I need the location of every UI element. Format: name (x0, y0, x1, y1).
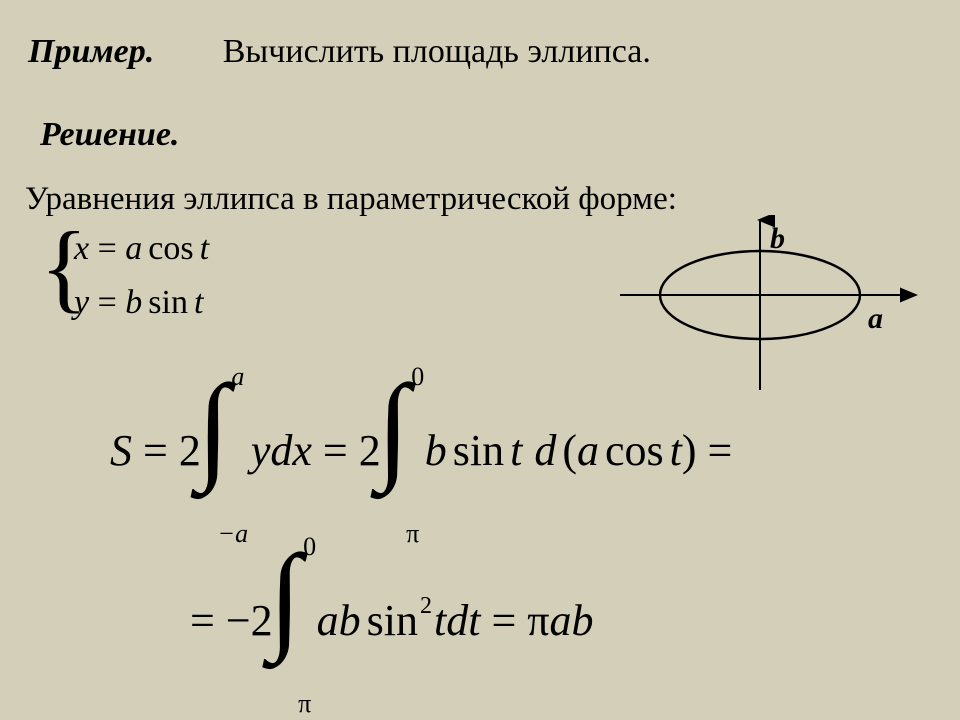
var-d: d (534, 426, 556, 475)
var-ab: ab (317, 596, 361, 645)
var-b: b (125, 284, 142, 321)
var-tdt: tdt (434, 596, 480, 645)
var-t: t (510, 426, 522, 475)
var-y: y (74, 284, 89, 321)
problem-statement: Вычислить площадь эллипса. (223, 33, 651, 70)
equals: = (480, 596, 527, 645)
ellipse-diagram: b a (610, 215, 930, 405)
rparen: ) (682, 426, 697, 475)
integral-3: 0 ∫ π (275, 565, 315, 685)
formula-line-2: = −2 0 ∫ π absin2tdt = πab (190, 565, 594, 685)
equals: = (89, 284, 125, 321)
int1-lower: −a (213, 518, 253, 549)
var-ab-result: ab (550, 596, 594, 645)
var-s: S (110, 426, 132, 475)
fn-cos: cos (148, 230, 193, 267)
equals: = (132, 426, 179, 475)
pi: π (527, 596, 549, 645)
diagram-label-a: a (868, 301, 883, 337)
formula-line-1: S = 2 a ∫ −a ydx = 2 0 ∫ π bsintd(acost)… (110, 395, 732, 515)
integral-icon: ∫ (269, 537, 302, 657)
diagram-label-b: b (770, 221, 785, 257)
parametric-eq-y: y = bsint (74, 283, 203, 324)
integral-2: 0 ∫ π (383, 395, 423, 515)
int3-lower: π (285, 688, 325, 719)
fn-sin: sin (148, 284, 188, 321)
equals: = (312, 426, 359, 475)
fn-sin: sin (453, 426, 504, 475)
var-t: t (194, 284, 203, 321)
example-label: Пример. (28, 33, 154, 70)
fn-cos: cos (605, 426, 664, 475)
var-a: a (125, 230, 142, 267)
var-b: b (425, 426, 447, 475)
var-a: a (577, 426, 599, 475)
integral-1: a ∫ −a (203, 395, 243, 515)
var-t: t (670, 426, 682, 475)
integral-icon: ∫ (377, 367, 410, 487)
header-row: Пример. Вычислить площадь эллипса. (28, 32, 932, 73)
intro-text: Уравнения эллипса в параметрической форм… (25, 180, 677, 220)
trailing-eq: = (697, 426, 733, 475)
integral-icon: ∫ (197, 367, 230, 487)
lparen: ( (562, 426, 577, 475)
parametric-eq-x: x = acost (74, 229, 209, 270)
fn-sin: sin (367, 596, 418, 645)
exponent-2: 2 (420, 593, 432, 619)
ydx: ydx (251, 426, 312, 475)
int2-lower: π (393, 518, 433, 549)
solution-label: Решение. (40, 115, 179, 156)
var-x: x (74, 230, 89, 267)
equals: = (89, 230, 125, 267)
var-t: t (200, 230, 209, 267)
lead-eq-minus: = − (190, 596, 251, 645)
